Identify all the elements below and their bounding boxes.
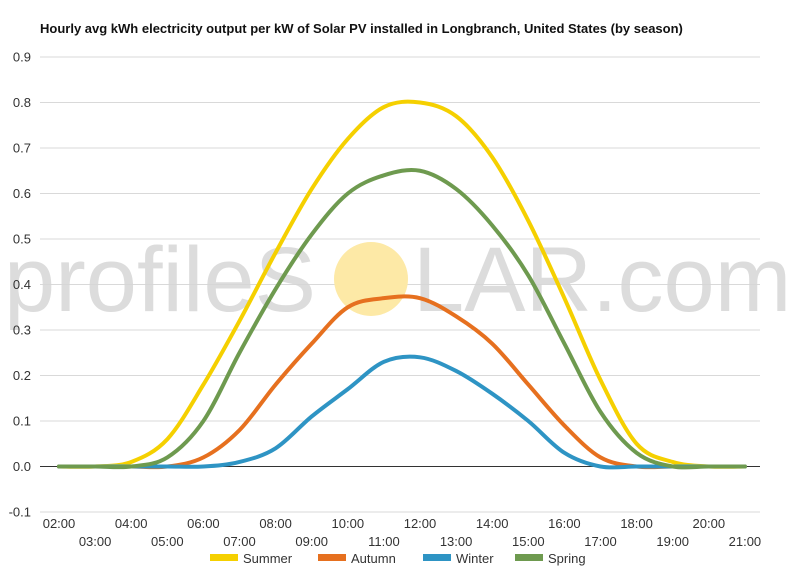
x-tick-label: 17:00 [584,534,617,549]
series-line-spring [57,167,747,470]
x-tick-label: 06:00 [187,516,220,531]
x-tick-label: 05:00 [151,534,184,549]
x-tick-label: 18:00 [620,516,653,531]
watermark-sun-icon [334,242,408,316]
x-tick-label: 19:00 [656,534,689,549]
x-tick-label: 10:00 [332,516,365,531]
y-tick-label: 0.2 [13,368,31,383]
x-tick-label: 14:00 [476,516,509,531]
x-tick-label: 12:00 [404,516,437,531]
y-tick-label: 0.1 [13,414,31,429]
x-tick-label: 02:00 [43,516,76,531]
legend-swatch-summer [210,554,238,561]
legend-label-spring: Spring [548,551,586,566]
series-lines [57,99,747,470]
series-line-summer [57,99,747,469]
legend-label-summer: Summer [243,551,293,566]
x-tick-label: 15:00 [512,534,545,549]
y-tick-label: 0.4 [13,277,31,292]
watermark: profileS LAR.com [4,229,791,331]
x-tick-label: 03:00 [79,534,112,549]
legend-swatch-autumn [318,554,346,561]
y-tick-label: 0.5 [13,232,31,247]
y-tick-label: -0.1 [9,505,31,520]
x-tick-label: 13:00 [440,534,473,549]
y-tick-label: 0.9 [13,50,31,65]
x-tick-label: 04:00 [115,516,148,531]
x-tick-label: 20:00 [693,516,726,531]
y-tick-label: 0.3 [13,323,31,338]
y-tick-label: 0.6 [13,186,31,201]
x-tick-label: 09:00 [295,534,328,549]
legend-swatch-spring [515,554,543,561]
y-tick-label: 0.7 [13,141,31,156]
axes: -0.10.00.10.20.30.40.50.60.70.80.902:000… [9,50,762,550]
x-tick-label: 16:00 [548,516,581,531]
legend-label-winter: Winter [456,551,494,566]
y-tick-label: 0.8 [13,95,31,110]
watermark-text-right: LAR.com [413,229,791,331]
watermark-text-left: profileS [4,229,316,331]
y-tick-label: 0.0 [13,459,31,474]
series-line-winter [57,354,747,470]
legend: Summer Autumn Winter Spring [210,551,586,566]
x-tick-label: 21:00 [729,534,762,549]
x-tick-label: 07:00 [223,534,256,549]
x-tick-label: 11:00 [368,534,400,549]
legend-label-autumn: Autumn [351,551,396,566]
legend-swatch-winter [423,554,451,561]
x-tick-label: 08:00 [259,516,292,531]
chart-title: Hourly avg kWh electricity output per kW… [40,21,683,36]
